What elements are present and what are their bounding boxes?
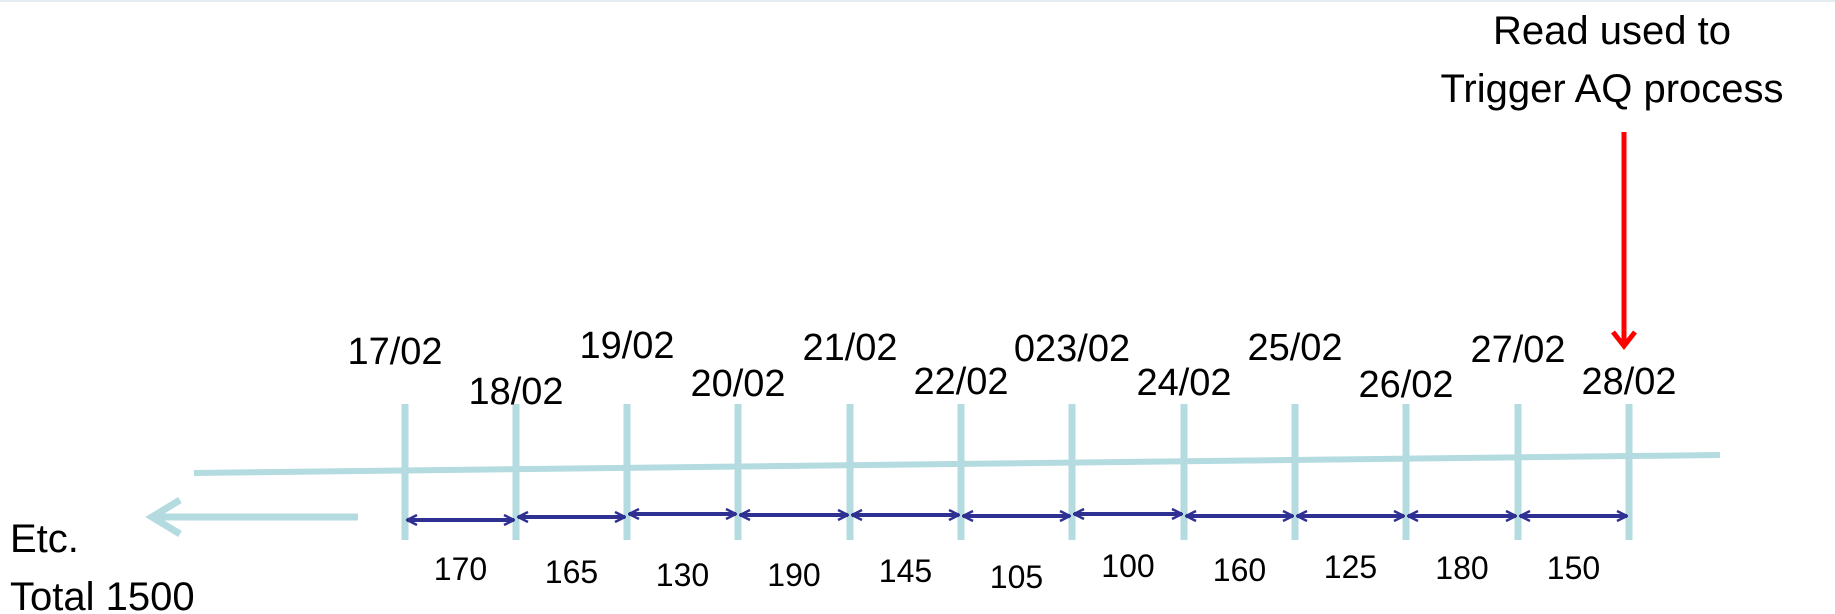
top-border	[0, 0, 1835, 2]
annotation-line-2: Trigger AQ process	[1440, 67, 1783, 111]
date-label: 20/02	[690, 363, 785, 405]
date-label: 18/02	[468, 371, 563, 413]
date-label: 27/02	[1470, 329, 1565, 371]
interval-value: 145	[879, 553, 932, 589]
interval-value: 170	[434, 551, 487, 587]
date-label: 24/02	[1136, 362, 1231, 404]
date-ticks	[401, 404, 1633, 540]
date-label: 023/02	[1014, 328, 1130, 370]
interval-value: 150	[1547, 550, 1600, 586]
date-label: 21/02	[802, 327, 897, 369]
interval-value: 125	[1324, 549, 1377, 585]
annotation-line-1: Read used to	[1493, 9, 1731, 53]
interval-value: 160	[1213, 552, 1266, 588]
timeline-axis	[193, 452, 1721, 476]
interval-value: 190	[767, 557, 820, 593]
interval-value: 105	[990, 559, 1043, 595]
interval-value-labels: 170 165 130 190 145 105 100 160 125 180 150	[434, 548, 1600, 595]
interval-value: 100	[1101, 548, 1154, 584]
left-arrow-icon	[145, 497, 358, 537]
interval-value: 165	[545, 554, 598, 590]
date-label: 28/02	[1581, 361, 1676, 403]
interval-value: 180	[1435, 550, 1488, 586]
etc-label: Etc.	[10, 517, 79, 561]
date-label: 26/02	[1358, 364, 1453, 406]
interval-arrows	[407, 514, 1627, 520]
date-labels: 17/02 18/02 19/02 20/02 21/02 22/02023/0224/0…	[347, 325, 1676, 413]
date-label: 17/02	[347, 331, 442, 373]
date-label: 22/02	[913, 361, 1008, 403]
total-label: Total 1500	[10, 575, 195, 614]
date-label: 19/02	[579, 325, 674, 367]
interval-value: 130	[656, 557, 709, 593]
down-arrow-icon	[1611, 132, 1637, 351]
date-label: 25/02	[1247, 327, 1342, 369]
